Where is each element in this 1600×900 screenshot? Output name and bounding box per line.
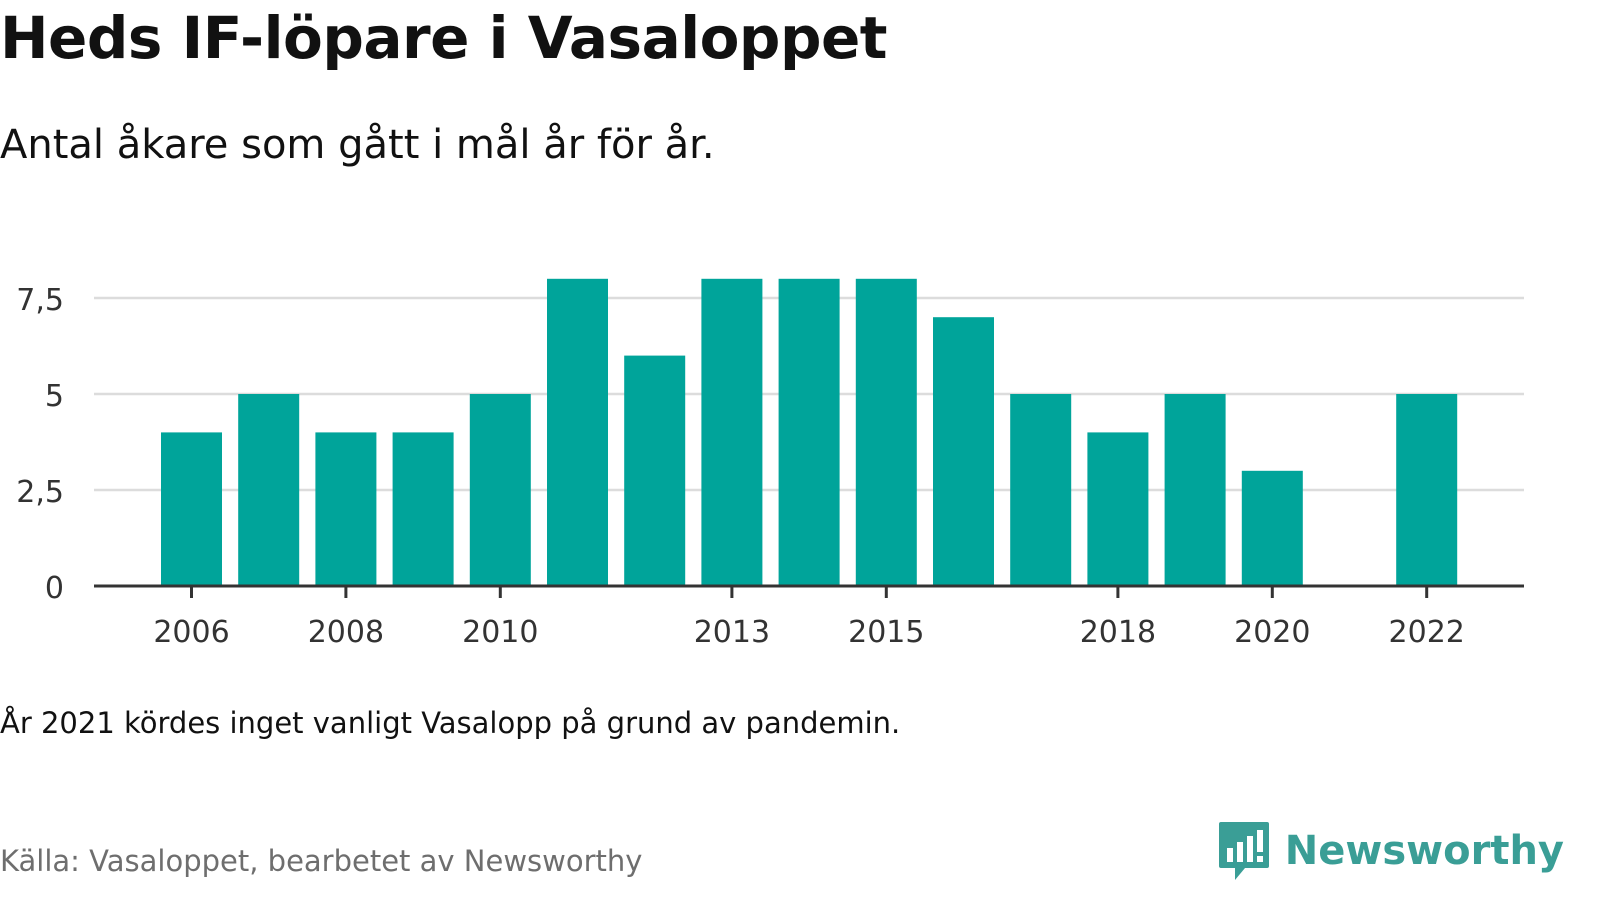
y-tick-label: 2,5: [16, 475, 64, 510]
chart-subtitle: Antal åkare som gått i mål år för år.: [0, 122, 715, 168]
bar-2017: [1010, 394, 1072, 586]
x-tick-label: 2008: [308, 615, 384, 650]
bar-2016: [933, 317, 994, 586]
x-tick-label: 2015: [848, 615, 924, 650]
x-tick-label: 2018: [1080, 615, 1156, 650]
bar-2012: [624, 355, 686, 586]
bar-2010: [469, 394, 531, 586]
newsworthy-logo-icon: [1218, 822, 1269, 880]
bar-2022: [1396, 394, 1458, 586]
bar-2018: [1087, 432, 1149, 586]
x-tick-label: 2010: [462, 615, 538, 650]
brand-name: Newsworthy: [1284, 828, 1564, 874]
bar-2015: [855, 278, 917, 586]
bar-2019: [1164, 394, 1226, 586]
chart-title: Heds IF-löpare i Vasaloppet: [0, 4, 888, 72]
bar-chart: 0 2,5 5 7,5 2006 2008 2010 2013 2015 2018 2020 2022: [16, 278, 1524, 650]
bar-2020: [1241, 470, 1303, 586]
brand-logo: Newsworthy: [1217, 820, 1564, 882]
y-tick-label: 0: [45, 571, 64, 606]
bar-2007: [238, 394, 300, 586]
bar-2008: [315, 432, 377, 586]
x-tick-label: 2020: [1234, 615, 1310, 650]
y-tick-label: 7,5: [16, 283, 64, 318]
bar-2013: [701, 278, 763, 586]
bar-2006: [161, 432, 222, 586]
bar-2009: [392, 432, 454, 586]
x-tick-label: 2013: [694, 615, 770, 650]
x-tick-label: 2006: [153, 615, 229, 650]
x-tick-label: 2022: [1389, 615, 1465, 650]
source-text: Källa: Vasaloppet, bearbetet av Newswort…: [0, 844, 643, 878]
chart-note: År 2021 kördes inget vanligt Vasalopp på…: [0, 706, 901, 740]
bar-2011: [547, 278, 608, 586]
bar-2014: [778, 278, 840, 586]
y-tick-label: 5: [45, 379, 64, 414]
